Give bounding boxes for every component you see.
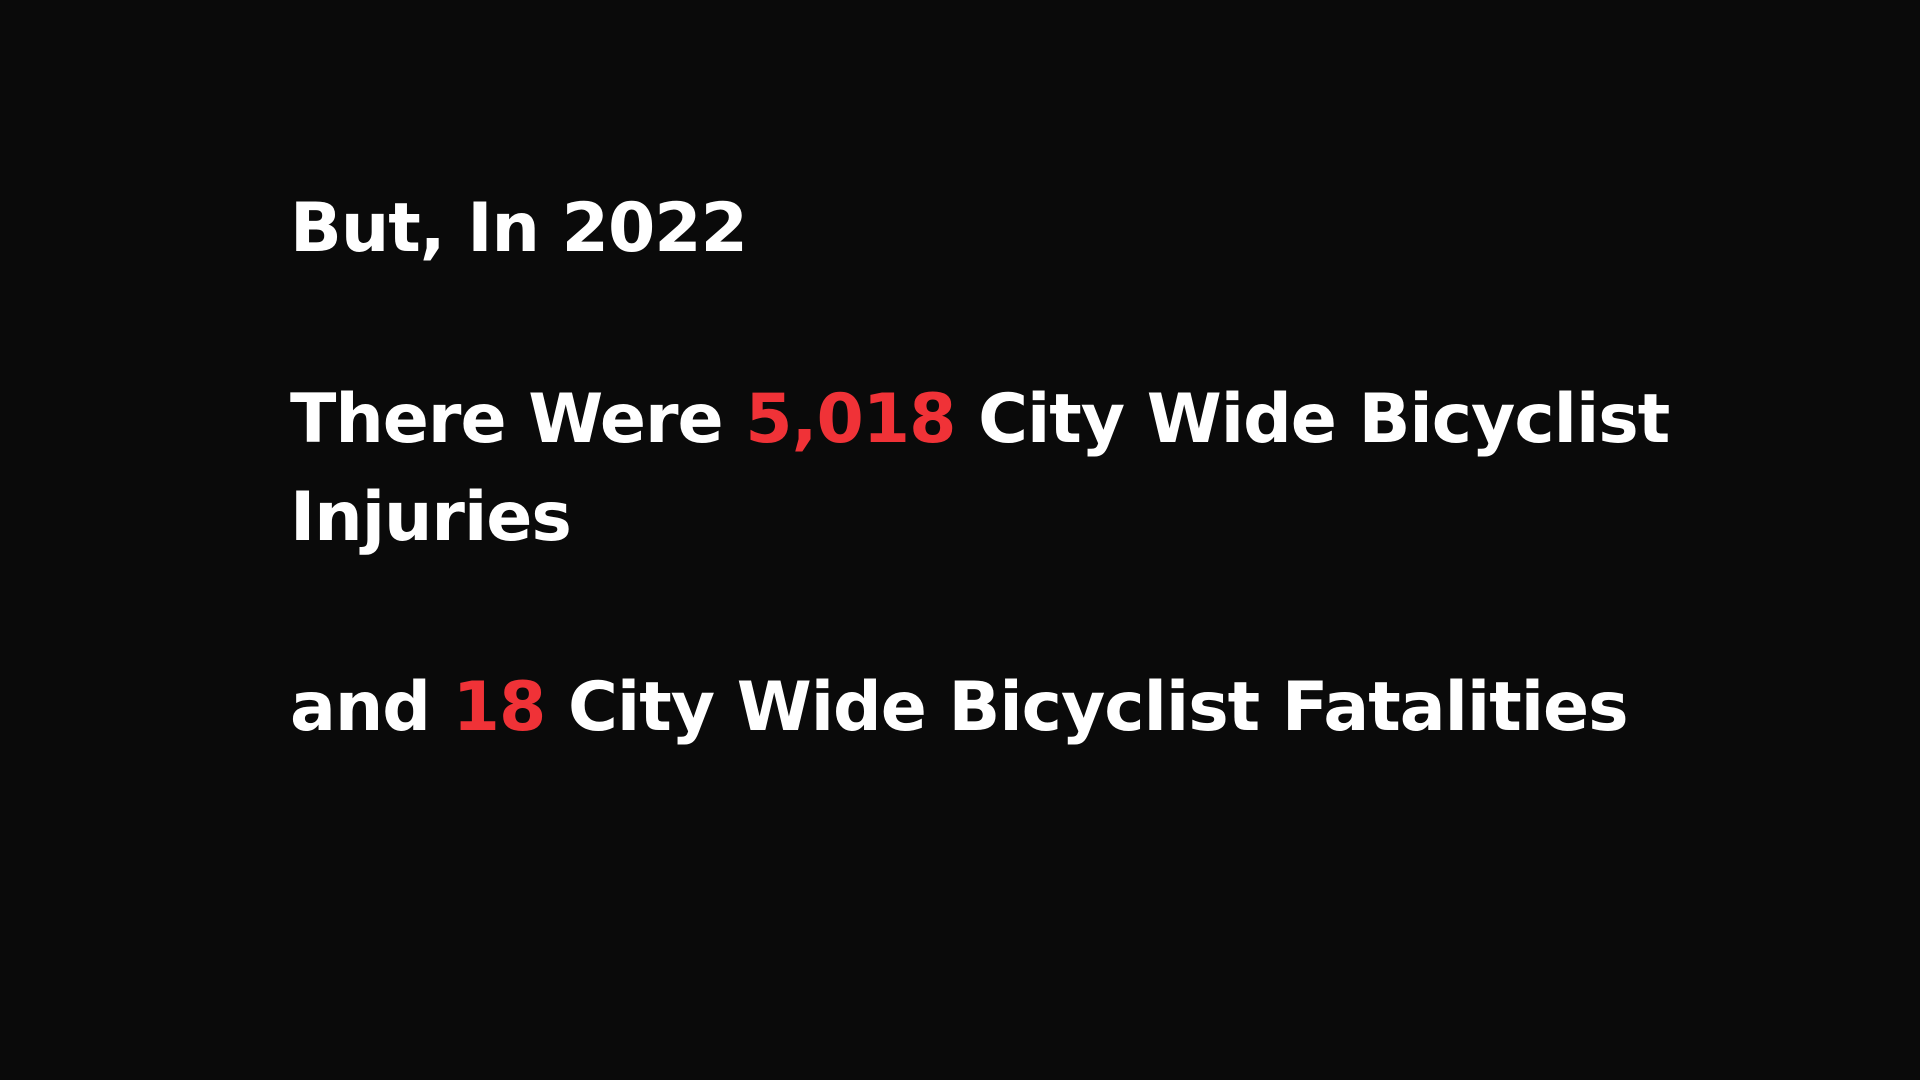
injuries-suffix-line1: City Wide Bicyclist [978, 380, 1670, 459]
fatalities-statement: and 18 City Wide Bicyclist Fatalities [290, 659, 1790, 757]
injuries-line-2: Injuries [290, 478, 572, 557]
injuries-statement: There Were 5,018 City Wide Bicyclist Inj… [290, 371, 1790, 567]
slide-heading: But, In 2022 [290, 189, 748, 268]
fatalities-prefix: and [290, 668, 431, 747]
slide-content: But, In 2022 There Were 5,018 City Wide … [290, 180, 1790, 757]
fatalities-suffix: City Wide Bicyclist Fatalities [568, 668, 1629, 747]
fatalities-count: 18 [452, 668, 547, 747]
injuries-line-1: There Were 5,018 City Wide Bicyclist [290, 371, 1790, 469]
injuries-prefix: There Were [290, 380, 724, 459]
injuries-count: 5,018 [745, 380, 956, 459]
